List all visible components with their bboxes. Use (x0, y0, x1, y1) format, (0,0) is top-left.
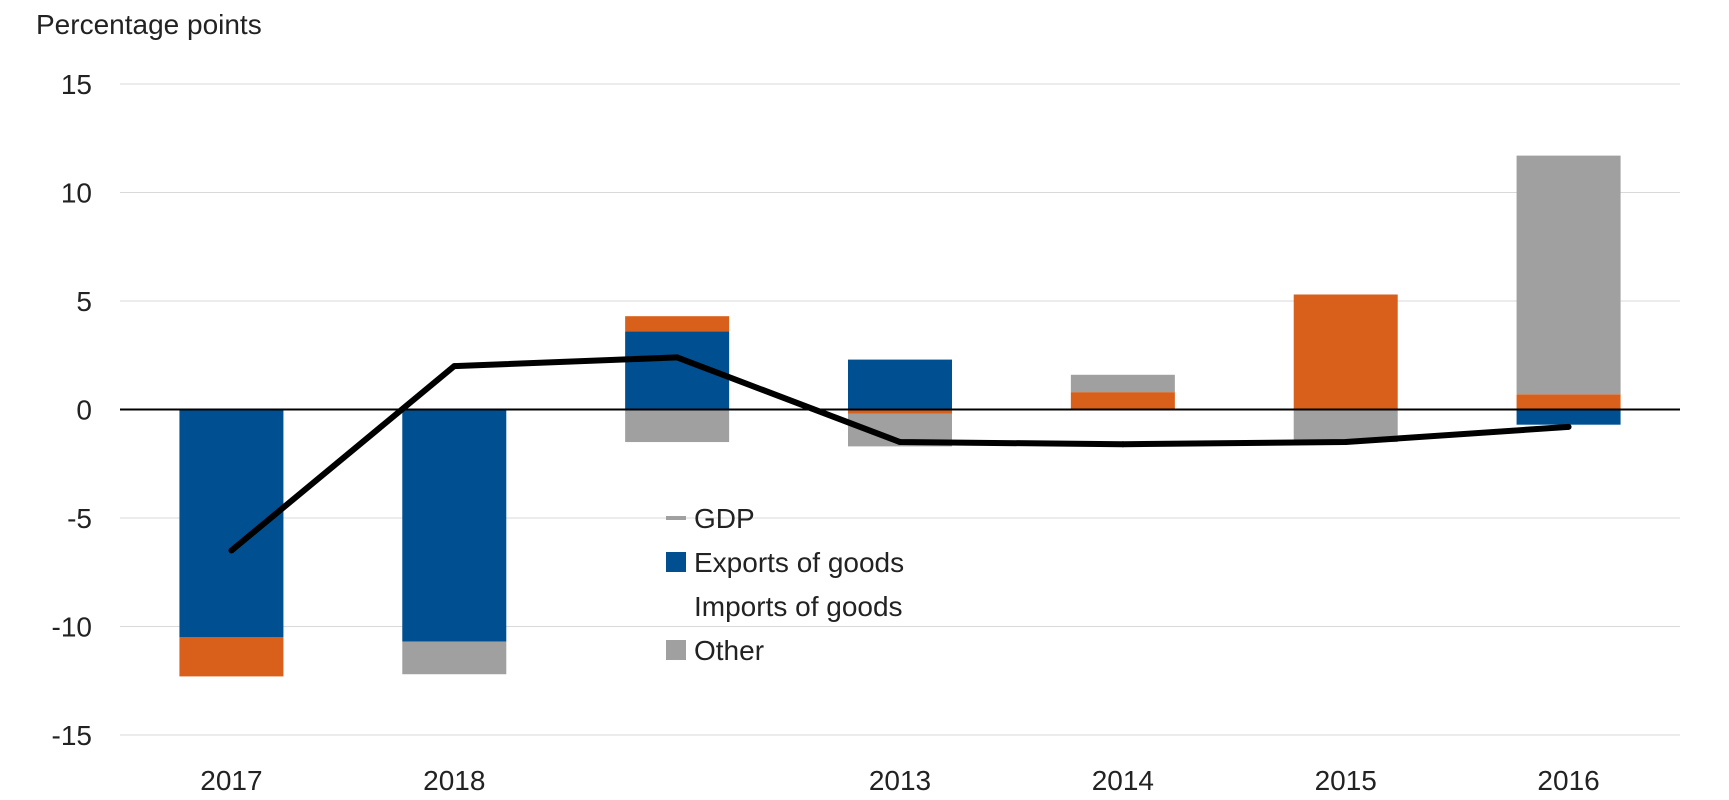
y-tick-label: 15 (61, 69, 92, 100)
x-tick-label: 2018 (423, 765, 485, 796)
legend-swatch (666, 552, 686, 572)
legend-label: Exports of goods (694, 547, 904, 578)
grid-layer (120, 83, 1680, 736)
y-tick-label: 0 (76, 395, 92, 426)
gdp-point (1119, 441, 1126, 448)
bar-other (1293, 409, 1398, 443)
bar-exports-of-goods (848, 359, 952, 410)
gdp-point (1565, 423, 1572, 430)
bar-other (1516, 155, 1621, 395)
bar-other (1070, 374, 1175, 393)
gdp-point (1342, 439, 1349, 446)
legend-label: GDP (694, 503, 755, 534)
x-tick-label: 2014 (1092, 765, 1154, 796)
y-axis-title: Percentage points (36, 9, 262, 40)
x-tick-label: 2016 (1537, 765, 1599, 796)
gdp-point (897, 439, 903, 446)
bar-layer (179, 155, 1621, 677)
x-tick-label: 2015 (1315, 765, 1377, 796)
bar-exports-of-goods (402, 409, 507, 642)
y-tick-label: -5 (67, 503, 92, 534)
y-tick-label: 10 (61, 178, 92, 209)
x-tick-label: 2013 (869, 765, 931, 796)
legend-layer: GDP Exports of goods Imports of goods Other (666, 503, 904, 666)
legend-swatch (666, 640, 686, 660)
bar-imports-of-goods (1516, 394, 1621, 410)
y-tick-label: 5 (76, 286, 92, 317)
bar-imports-of-goods (1293, 294, 1398, 410)
line-layer (228, 354, 1572, 554)
bar-imports-of-goods (1070, 392, 1175, 410)
y-tick-label: -10 (52, 612, 92, 643)
gdp-point (451, 363, 458, 370)
bar-other (625, 409, 730, 443)
legend-label: Other (694, 635, 764, 666)
legend-label: Imports of goods (694, 591, 903, 622)
bar-imports-of-goods (179, 637, 284, 677)
tick-layer: 15 10 5 0 -5 -10 -15 2017 2018 2013 2014 2015 2016 (52, 69, 1600, 796)
bar-imports-of-goods (625, 316, 730, 332)
bar-other (402, 641, 507, 675)
y-tick-label: -15 (52, 720, 92, 751)
gdp-point (228, 547, 235, 554)
bar-exports-of-goods (1516, 409, 1621, 425)
gdp-point (674, 354, 681, 361)
bar-imports-of-goods (848, 409, 952, 414)
x-tick-label: 2017 (200, 765, 262, 796)
